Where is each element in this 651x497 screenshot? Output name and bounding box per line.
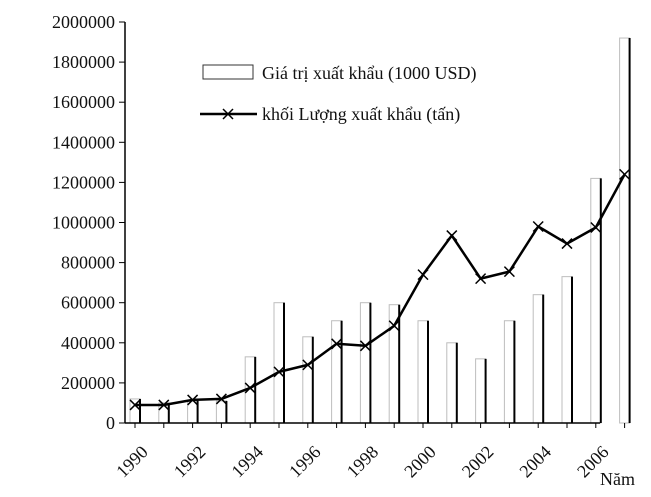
line-point xyxy=(532,220,544,233)
y-tick-label: 1000000 xyxy=(52,213,115,233)
bar xyxy=(129,398,141,424)
bar xyxy=(475,358,487,424)
y-tick-label: 0 xyxy=(106,413,115,433)
x-axis-label: Năm xyxy=(600,469,635,489)
line-point xyxy=(590,221,602,234)
line-point xyxy=(273,366,285,378)
bar xyxy=(331,320,343,424)
line-point xyxy=(388,320,400,332)
y-axis-ticks: 0 200000 400000 600000 800000 1000000 1200000 1… xyxy=(52,12,125,433)
y-tick-label: 800000 xyxy=(61,253,115,273)
bar xyxy=(417,320,429,424)
bar xyxy=(503,320,516,424)
bar xyxy=(561,276,573,424)
line-point xyxy=(359,340,371,352)
bar xyxy=(273,302,285,424)
x-tick-label: 1994 xyxy=(227,442,267,482)
x-tick-label: 2004 xyxy=(515,442,555,482)
y-tick-label: 400000 xyxy=(61,333,115,353)
y-tick-label: 600000 xyxy=(61,293,115,313)
x-tick-label: 1998 xyxy=(343,442,383,482)
line-point xyxy=(331,338,343,350)
x-axis-ticks: 1990 1992 1994 1996 1998 2000 2002 2004 2006 xyxy=(112,423,626,482)
bar xyxy=(619,37,631,424)
bar xyxy=(590,177,602,424)
legend-line-marker xyxy=(222,108,234,120)
line-point xyxy=(417,269,429,281)
x-tick-label: 2002 xyxy=(458,442,498,482)
bar xyxy=(359,302,372,424)
line-point xyxy=(446,230,458,242)
bar xyxy=(215,400,228,424)
legend-bar-label: Giá trị xuất khẩu (1000 USD) xyxy=(262,63,476,84)
y-tick-label: 1800000 xyxy=(52,52,115,72)
line-point xyxy=(503,266,515,278)
x-tick-label: 2000 xyxy=(400,442,440,482)
x-tick-label: 1990 xyxy=(112,442,152,482)
line-point xyxy=(129,399,141,411)
line-point xyxy=(244,382,256,394)
y-tick-label: 200000 xyxy=(61,373,115,393)
legend: Giá trị xuất khẩu (1000 USD) khối Lượng … xyxy=(200,63,476,125)
line-series xyxy=(129,168,631,411)
bar xyxy=(302,336,314,424)
legend-bar-swatch xyxy=(202,64,254,80)
x-tick-label: 1992 xyxy=(170,442,210,482)
y-tick-label: 2000000 xyxy=(52,12,115,32)
bar-series xyxy=(129,37,631,424)
y-tick-label: 1600000 xyxy=(52,92,115,112)
line-point xyxy=(619,168,631,180)
bar xyxy=(446,342,458,424)
y-tick-label: 1400000 xyxy=(52,132,115,152)
legend-line-label: khối Lượng xuất khẩu (tấn) xyxy=(262,104,460,125)
line-point xyxy=(302,359,314,371)
line-point xyxy=(561,238,573,250)
line-point xyxy=(475,273,487,285)
line-point xyxy=(215,393,227,405)
y-tick-label: 1200000 xyxy=(52,172,115,192)
line-point xyxy=(158,399,170,411)
x-tick-label: 1996 xyxy=(285,442,325,482)
line-point xyxy=(187,394,199,406)
line-series-path xyxy=(135,173,626,407)
bar xyxy=(532,294,545,424)
